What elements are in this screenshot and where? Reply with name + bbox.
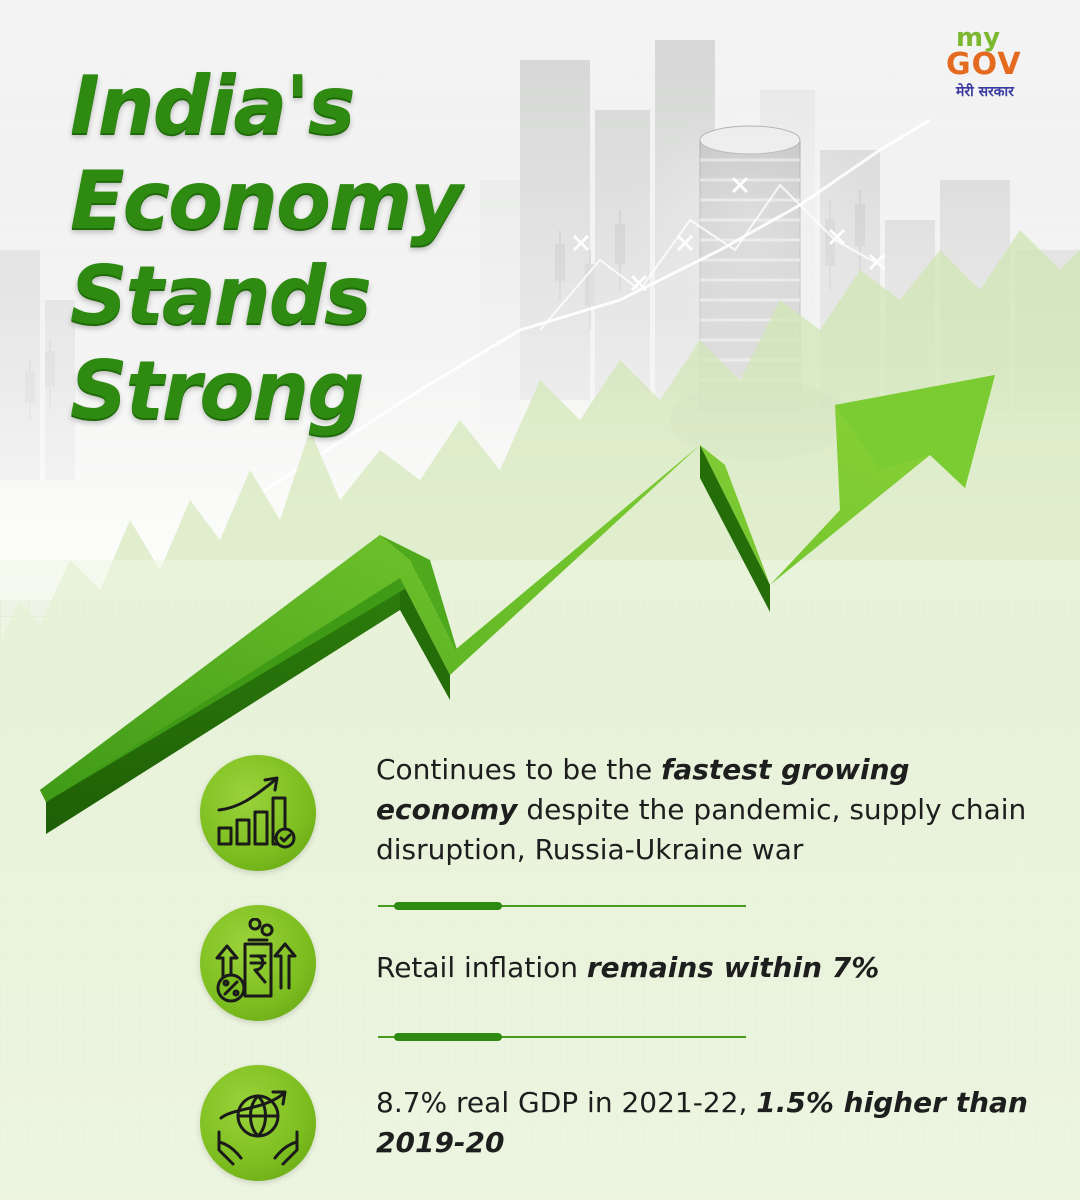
- title-line-2: Economy: [70, 154, 462, 247]
- logo-my-text: my: [956, 23, 1001, 53]
- rupee-inflation-icon: [200, 905, 316, 1021]
- globe-growth-hands-icon: [200, 1065, 316, 1181]
- point-2-emphasis: remains within 7%: [586, 951, 880, 984]
- point-3-text-a: 8.7% real GDP in 2021-22,: [376, 1086, 757, 1119]
- point-2-text-a: Retail inflation: [376, 951, 587, 984]
- divider-2: [378, 1033, 746, 1041]
- logo-tagline: मेरी सरकार: [956, 84, 1014, 100]
- logo-gov-text: GOV: [946, 47, 1022, 82]
- title-line-1: India's: [70, 59, 356, 152]
- point-3-emphasis: 1.5% higher than 2019-20: [376, 1086, 1028, 1159]
- page-title: India's Economy Stands Strong: [70, 58, 462, 438]
- bar-chart-growth-icon: [200, 755, 316, 871]
- divider-1: [378, 902, 746, 910]
- point-1-text: Continues to be the fastest growing econ…: [376, 750, 1036, 870]
- point-3-text: 8.7% real GDP in 2021-22, 1.5% higher th…: [376, 1083, 1036, 1163]
- title-line-3: Stands: [70, 249, 372, 342]
- point-1-emphasis: fastest growing economy: [376, 753, 910, 826]
- growth-arrow: [40, 375, 995, 834]
- mygov-logo: my GOV मेरी सरकार: [946, 23, 1056, 101]
- point-2-text: Retail inflation remains within 7%: [376, 948, 1036, 988]
- point-1-text-b: despite the pandemic, supply chain disru…: [376, 793, 1027, 866]
- point-1-text-a: Continues to be the: [376, 753, 662, 786]
- title-line-4: Strong: [70, 344, 365, 437]
